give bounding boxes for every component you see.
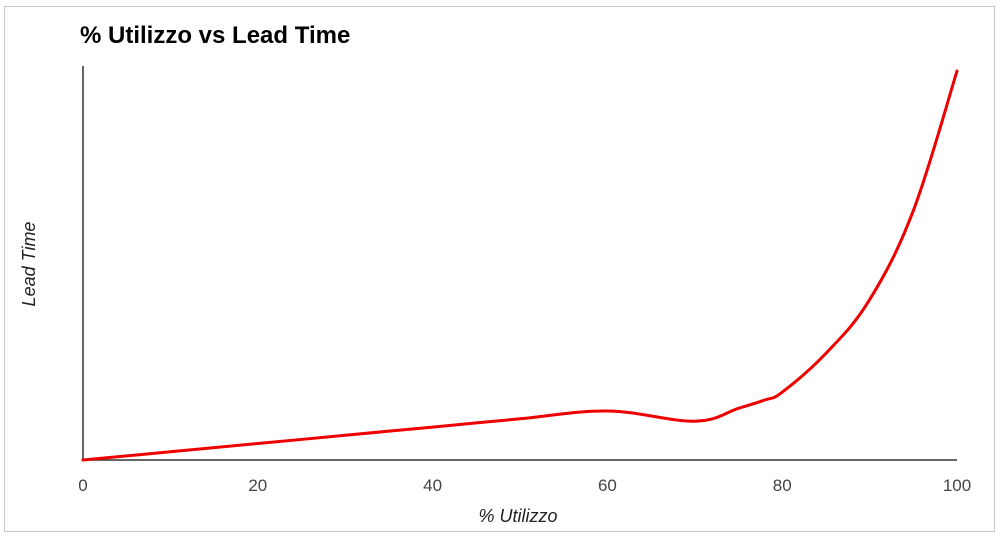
x-tick-label: 80 (773, 476, 792, 495)
x-tick-label: 0 (78, 476, 87, 495)
chart-frame (4, 6, 995, 532)
chart-title: % Utilizzo vs Lead Time (80, 22, 351, 49)
x-tick-label: 100 (943, 476, 971, 495)
y-axis-title-group: Lead Time (19, 222, 39, 307)
x-axis-title: % Utilizzo (478, 506, 557, 526)
x-tick-label: 60 (598, 476, 617, 495)
y-axis-title: Lead Time (19, 222, 39, 307)
x-tick-label: 40 (423, 476, 442, 495)
x-tick-labels: 0 20 40 60 80 100 (78, 476, 971, 495)
x-tick-label: 20 (248, 476, 267, 495)
series-line (81, 69, 959, 462)
